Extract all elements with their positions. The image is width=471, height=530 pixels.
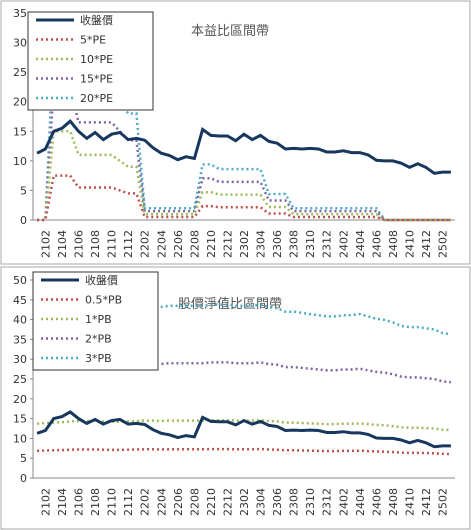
x-tick-label: 2108 [89,230,102,258]
x-tick-label: 2302 [238,230,251,258]
legend-label: 5*PE [80,34,106,47]
y-tick-label: 15 [13,125,27,138]
x-tick-label: 2412 [420,488,433,516]
x-tick-label: 2312 [321,230,334,258]
legend-label: 收盤價 [85,273,118,287]
series-line [36,361,452,384]
x-tick-label: 2206 [172,488,185,516]
x-tick-label: 2304 [255,488,268,516]
y-tick-label: 35 [13,7,27,20]
y-tick-label: 0 [20,472,27,485]
x-tick-label: 2210 [205,230,218,258]
x-tick-label: 2402 [337,230,350,258]
y-tick-label: 10 [13,432,27,445]
y-tick-label: 5 [20,184,27,197]
x-tick-label: 2412 [420,230,433,258]
x-tick-label: 2204 [155,230,168,258]
legend [32,271,159,371]
y-tick-label: 25 [13,66,27,79]
x-tick-label: 2210 [205,488,218,516]
y-tick-label: 30 [13,353,27,366]
x-tick-label: 2306 [271,488,284,516]
x-tick-label: 2502 [437,488,450,516]
y-tick-label: 5 [20,452,27,465]
x-tick-label: 2406 [370,230,383,258]
y-tick-label: 15 [13,413,27,426]
legend-label: 收盤價 [80,13,113,27]
x-tick-label: 2212 [221,230,234,258]
x-tick-label: 2108 [89,488,102,516]
x-tick-label: 2406 [370,488,383,516]
y-tick-label: 50 [13,274,27,287]
x-tick-label: 2312 [321,488,334,516]
chart-title: 股價淨值比區間帶 [178,296,282,312]
y-tick-label: 35 [13,333,27,346]
x-tick-label: 2112 [122,488,135,516]
y-tick-label: 20 [13,96,27,109]
x-tick-label: 2208 [188,230,201,258]
chart-title: 本益比區間帶 [191,24,269,39]
x-tick-label: 2408 [387,488,400,516]
legend-label: 10*PE [80,53,113,66]
x-tick-label: 2102 [39,488,52,516]
x-tick-label: 2310 [304,230,317,258]
y-tick-label: 30 [13,37,27,50]
x-tick-label: 2306 [271,230,284,258]
x-tick-label: 2104 [56,488,69,516]
x-tick-label: 2208 [188,488,201,516]
y-tick-label: 0 [20,214,27,227]
x-tick-label: 2310 [304,488,317,516]
series-line [36,119,451,175]
x-tick-label: 2308 [288,230,301,258]
y-tick-label: 45 [13,294,27,307]
series-line [36,410,451,449]
legend-label: 3*PB [85,352,112,365]
y-tick-label: 25 [13,373,27,386]
legend-label: 20*PE [80,92,113,105]
x-tick-label: 2112 [122,230,135,258]
series-line [37,130,451,222]
x-tick-label: 2408 [387,230,400,258]
x-tick-label: 2404 [354,230,367,258]
x-tick-label: 2206 [172,230,185,258]
legend-label: 15*PE [80,73,113,86]
x-tick-label: 2212 [221,488,234,516]
x-tick-label: 2202 [139,488,152,516]
x-tick-label: 2204 [155,488,168,516]
y-tick-label: 40 [13,314,27,327]
x-tick-label: 2404 [354,488,367,516]
x-tick-label: 2110 [106,230,119,258]
x-tick-label: 2304 [255,230,268,258]
legend [27,11,154,111]
x-tick-label: 2402 [337,488,350,516]
x-tick-label: 2106 [73,488,86,516]
x-tick-label: 2110 [106,488,119,516]
x-tick-label: 2410 [403,488,416,516]
x-tick-label: 2106 [73,230,86,258]
x-tick-label: 2308 [288,488,301,516]
x-tick-label: 2302 [238,488,251,516]
x-tick-label: 2202 [139,230,152,258]
y-tick-label: 20 [13,393,27,406]
x-tick-label: 2410 [403,230,416,258]
x-tick-label: 2102 [39,230,52,258]
y-tick-label: 10 [13,155,27,168]
x-tick-label: 2104 [56,230,69,258]
series-line [37,41,451,222]
legend-label: 1*PB [85,313,112,326]
series-line [36,418,451,432]
x-tick-label: 2502 [437,230,450,258]
series-line [37,447,451,456]
legend-label: 2*PB [85,333,112,346]
legend-label: 0.5*PB [85,294,122,307]
